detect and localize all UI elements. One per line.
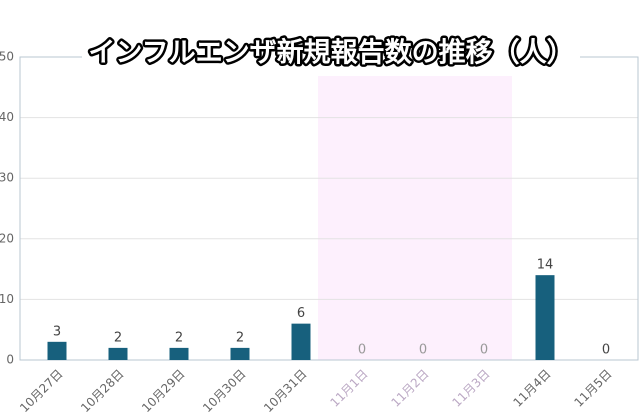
- y-tick-label: 0: [6, 353, 14, 367]
- x-tick-label: 11月1日: [328, 367, 371, 410]
- y-tick-label: 50: [0, 50, 14, 64]
- highlight-band: [318, 76, 512, 360]
- value-label: 2: [175, 330, 183, 345]
- x-tick-label: 11月3日: [450, 367, 493, 410]
- value-label: 0: [419, 343, 427, 358]
- y-tick-label: 30: [0, 171, 14, 185]
- value-label: 2: [236, 330, 244, 345]
- x-tick-label: 11月5日: [572, 367, 615, 410]
- y-tick-label: 10: [0, 292, 14, 306]
- x-tick-label: 10月30日: [200, 367, 248, 415]
- bar: [535, 275, 555, 360]
- bar: [47, 341, 67, 360]
- title-background: [82, 36, 580, 76]
- bar: [108, 347, 128, 360]
- bar: [230, 347, 250, 360]
- bar: [169, 347, 189, 360]
- value-label: 0: [602, 343, 610, 358]
- chart-title: インフルエンザ新規報告数の推移（人）: [88, 37, 573, 69]
- value-label: 2: [114, 330, 122, 345]
- bar: [291, 323, 311, 360]
- value-label: 14: [537, 258, 554, 273]
- x-tick-label: 11月4日: [511, 367, 554, 410]
- value-label: 0: [480, 343, 488, 358]
- x-tick-label: 11月2日: [389, 367, 432, 410]
- x-tick-label: 10月29日: [139, 367, 187, 415]
- value-label: 3: [53, 324, 61, 339]
- y-tick-label: 20: [0, 231, 14, 245]
- value-label: 6: [297, 306, 305, 321]
- value-label: 0: [358, 343, 366, 358]
- x-tick-label: 10月28日: [78, 367, 126, 415]
- y-tick-label: 40: [0, 110, 14, 124]
- x-tick-label: 10月27日: [17, 367, 65, 415]
- x-tick-label: 10月31日: [261, 367, 309, 415]
